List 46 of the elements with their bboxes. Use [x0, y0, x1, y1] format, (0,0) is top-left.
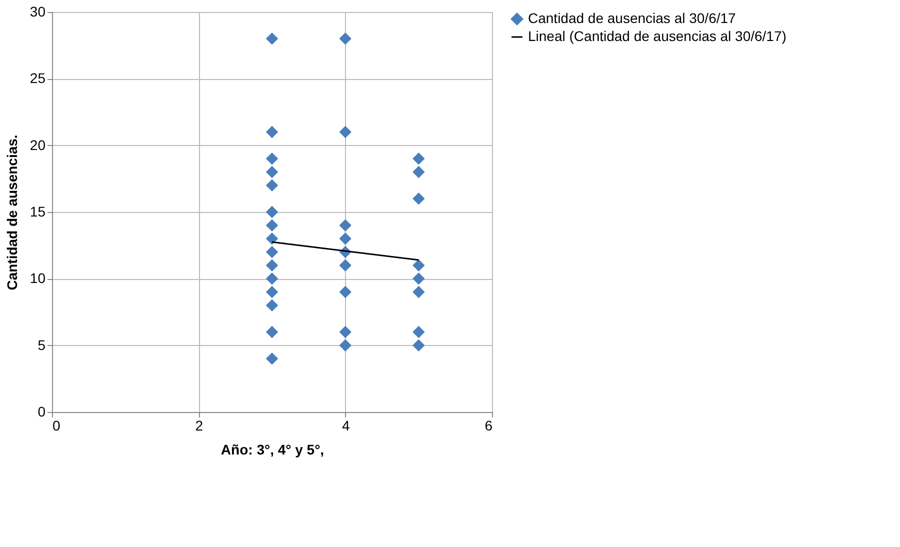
point — [266, 179, 278, 192]
point — [266, 272, 278, 285]
y-tick-label: 25 — [30, 70, 46, 86]
point — [412, 326, 425, 338]
point — [339, 259, 352, 272]
point — [339, 126, 352, 138]
y-tick-label: 30 — [30, 4, 46, 20]
point — [266, 32, 278, 45]
y-tick-label: 20 — [30, 136, 46, 153]
point — [266, 219, 278, 232]
point — [412, 286, 425, 298]
x-tick-label: 0 — [52, 418, 60, 434]
point — [266, 152, 278, 165]
y-tick-label: 0 — [38, 404, 46, 420]
x-tick-label: 6 — [484, 418, 493, 434]
point — [339, 286, 352, 298]
point — [412, 192, 425, 205]
legend-label: Lineal (Cantidad de ausencias al 30/6/17) — [528, 28, 786, 44]
y-tick-label: 10 — [30, 270, 46, 286]
point — [412, 259, 425, 272]
point — [266, 299, 278, 312]
point — [339, 32, 352, 45]
point — [266, 286, 278, 298]
point — [339, 326, 352, 338]
point — [266, 166, 278, 178]
point — [339, 339, 352, 352]
point — [339, 219, 352, 232]
point — [266, 126, 278, 138]
point — [412, 166, 425, 178]
point — [412, 152, 425, 165]
point — [266, 232, 278, 245]
point — [266, 206, 278, 218]
point — [412, 272, 425, 285]
point — [266, 326, 278, 338]
point — [266, 259, 278, 272]
x-tick-label: 2 — [195, 418, 204, 434]
y-tick-label: 5 — [38, 336, 46, 353]
x-tick-label: 4 — [342, 418, 350, 434]
point — [339, 232, 352, 245]
x-axis-title: Año: 3°, 4° y 5°, — [220, 442, 324, 458]
point — [266, 246, 278, 258]
point — [412, 339, 425, 352]
y-axis-title: Cantidad de ausencias. — [4, 134, 20, 290]
point — [266, 352, 278, 365]
y-tick-label: 15 — [30, 204, 46, 220]
legend-label: Cantidad de ausencias al 30/6/17 — [528, 10, 736, 26]
